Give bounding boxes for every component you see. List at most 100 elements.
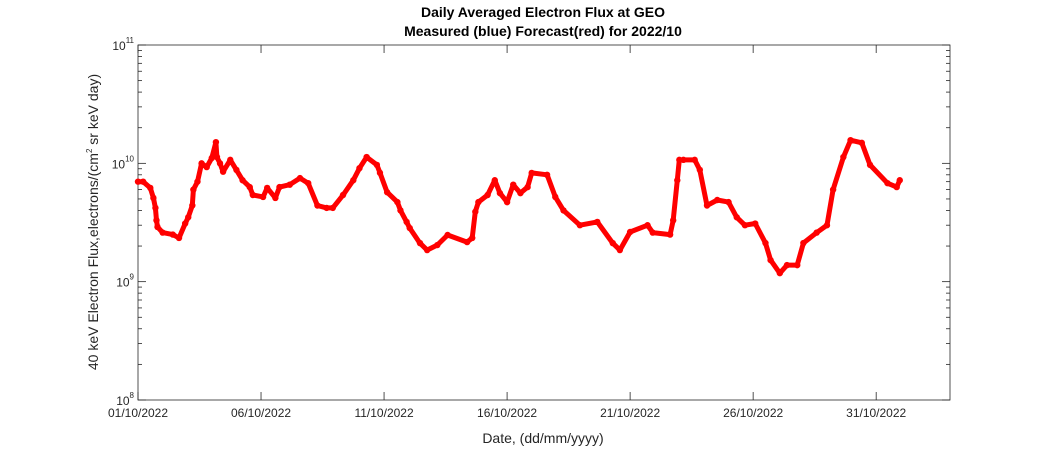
data-point bbox=[691, 156, 698, 164]
data-point bbox=[208, 154, 216, 162]
data-point bbox=[198, 160, 205, 167]
data-point bbox=[394, 198, 401, 206]
data-point bbox=[674, 177, 681, 184]
data-point bbox=[134, 178, 142, 185]
data-point bbox=[286, 181, 293, 188]
data-point bbox=[190, 186, 197, 193]
data-point bbox=[866, 161, 874, 169]
x-tick-label: 16/10/2022 bbox=[477, 406, 537, 420]
data-point bbox=[147, 184, 154, 192]
forecast-series bbox=[134, 136, 903, 277]
plot-area bbox=[137, 44, 951, 401]
data-point bbox=[847, 136, 854, 144]
data-point bbox=[434, 241, 441, 249]
data-point bbox=[194, 178, 201, 185]
x-tick-label: 11/10/2022 bbox=[354, 406, 413, 420]
data-point bbox=[304, 179, 312, 187]
y-tick-label: 1010 bbox=[112, 154, 135, 171]
data-point bbox=[669, 217, 677, 224]
data-point bbox=[896, 177, 903, 184]
data-point bbox=[363, 153, 370, 161]
data-point bbox=[339, 191, 347, 199]
data-point bbox=[576, 222, 584, 229]
x-axis-label: Date, (dd/mm/yyyy) bbox=[482, 430, 603, 446]
data-point bbox=[181, 220, 189, 227]
data-point bbox=[733, 214, 740, 221]
x-tick-label: 06/10/2022 bbox=[231, 406, 291, 420]
data-point bbox=[510, 181, 517, 188]
data-point bbox=[524, 183, 531, 191]
data-point bbox=[159, 229, 166, 236]
data-point bbox=[383, 189, 391, 196]
data-point bbox=[893, 183, 900, 191]
data-point bbox=[444, 231, 451, 239]
data-point bbox=[263, 184, 271, 192]
data-point bbox=[403, 218, 410, 226]
data-point bbox=[517, 189, 524, 197]
y-axis-label-main: 40 keV Electron Flux,electrons/(cm bbox=[85, 153, 101, 370]
data-point bbox=[680, 156, 687, 164]
data-point bbox=[776, 269, 784, 277]
data-point bbox=[696, 166, 704, 174]
data-point bbox=[644, 222, 651, 229]
data-point bbox=[840, 153, 847, 161]
y-axis-label-sup: 2 bbox=[85, 148, 94, 153]
data-point bbox=[153, 217, 160, 224]
data-point bbox=[272, 194, 279, 202]
data-point bbox=[233, 166, 240, 174]
data-point bbox=[463, 238, 471, 246]
data-point bbox=[823, 222, 831, 229]
data-point bbox=[741, 222, 749, 229]
data-point bbox=[296, 174, 304, 182]
chart-subtitle: Measured (blue) Forecast(red) for 2022/1… bbox=[404, 23, 682, 39]
data-point bbox=[472, 208, 479, 215]
data-point bbox=[528, 169, 535, 177]
data-point bbox=[373, 161, 381, 169]
data-point bbox=[246, 183, 253, 191]
data-point bbox=[783, 261, 791, 269]
chart-title: Daily Averaged Electron Flux at GEO bbox=[421, 4, 665, 20]
data-point bbox=[609, 239, 616, 247]
data-point bbox=[314, 202, 321, 209]
data-point bbox=[189, 202, 196, 209]
data-point bbox=[714, 196, 721, 204]
data-point bbox=[350, 177, 357, 184]
data-point bbox=[175, 234, 183, 242]
data-point bbox=[185, 214, 192, 221]
data-point bbox=[469, 234, 476, 242]
data-point bbox=[239, 177, 246, 184]
data-point bbox=[323, 204, 330, 212]
x-tick-label: 01/10/2022 bbox=[108, 406, 168, 420]
data-point bbox=[616, 246, 624, 254]
data-point bbox=[884, 179, 891, 187]
data-point bbox=[406, 224, 413, 232]
data-point bbox=[329, 204, 336, 212]
data-point bbox=[276, 183, 283, 191]
data-point bbox=[491, 177, 498, 184]
data-point bbox=[725, 198, 732, 206]
x-tick-label: 31/10/2022 bbox=[846, 406, 906, 420]
data-point bbox=[496, 189, 504, 197]
data-point bbox=[416, 239, 424, 247]
data-point bbox=[397, 207, 404, 214]
data-point bbox=[152, 204, 159, 212]
data-point bbox=[376, 169, 384, 177]
data-point bbox=[213, 153, 221, 161]
data-point bbox=[219, 168, 227, 175]
data-point bbox=[762, 239, 769, 247]
data-point bbox=[259, 193, 267, 201]
x-tick-label: 26/10/2022 bbox=[723, 406, 783, 420]
data-point bbox=[560, 207, 567, 214]
data-point bbox=[216, 160, 224, 167]
data-point bbox=[666, 231, 674, 238]
data-point bbox=[552, 193, 559, 201]
data-point bbox=[829, 186, 837, 193]
data-point bbox=[249, 191, 257, 199]
x-tick-label: 21/10/2022 bbox=[600, 406, 660, 420]
data-point bbox=[169, 231, 177, 238]
y-axis-label: 40 keV Electron Flux,electrons/(cm2 sr k… bbox=[85, 74, 101, 370]
y-tick-label: 108 bbox=[116, 391, 134, 408]
data-point bbox=[212, 138, 220, 146]
data-point bbox=[800, 239, 807, 247]
